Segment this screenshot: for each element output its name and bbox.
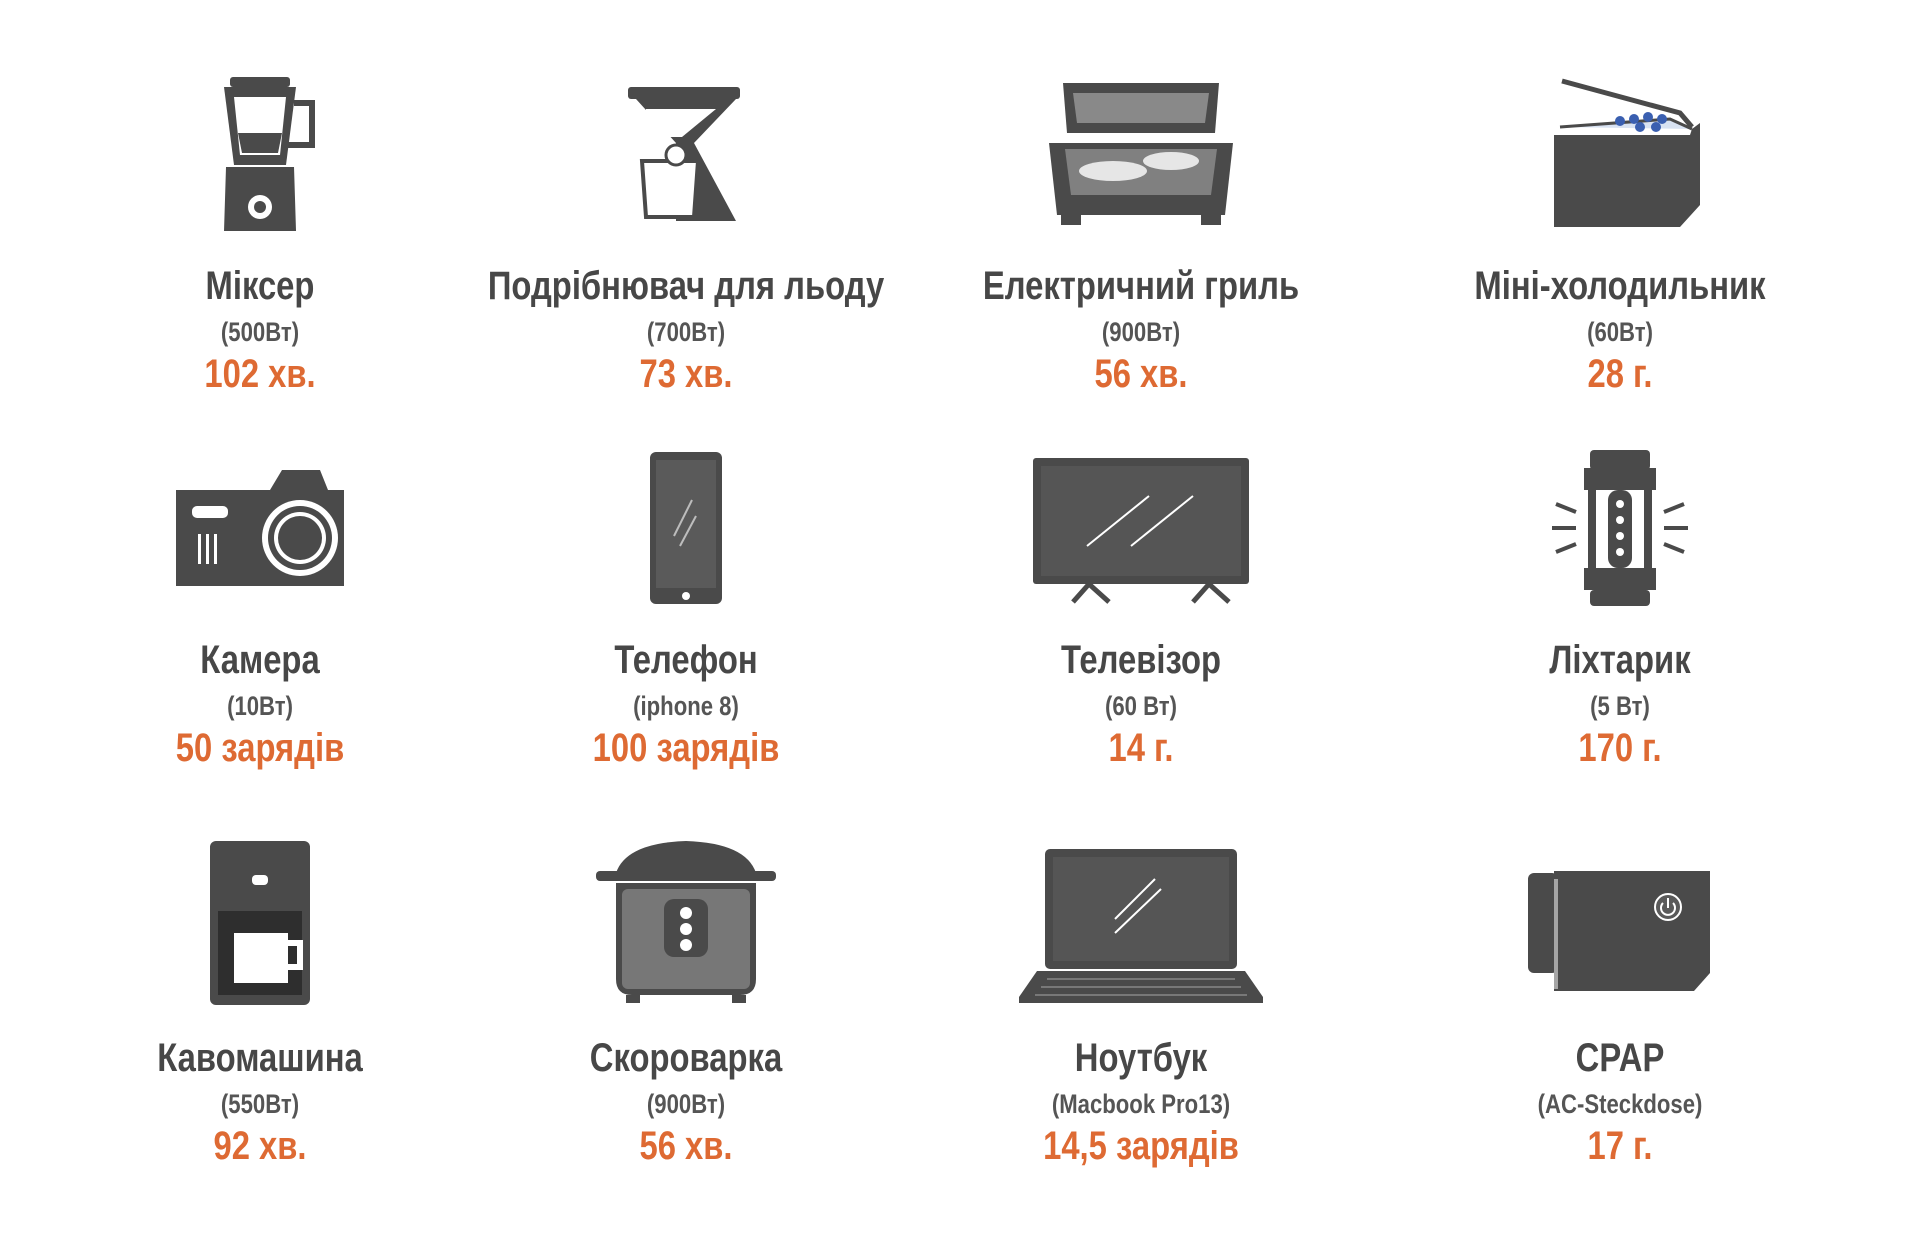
item-name: Камера <box>200 637 320 682</box>
item: Електричний гриль (900Вт)56 хв. <box>983 263 1299 396</box>
blender-icon <box>224 77 315 231</box>
phone-icon <box>650 452 722 604</box>
item-runtime: 56 хв. <box>1094 351 1187 396</box>
item-name: Міксер <box>206 263 315 308</box>
item-spec: (iphone 8) <box>633 692 739 722</box>
item-runtime: 100 зарядів <box>593 725 780 770</box>
item: Телевізор (60 Вт)14 г. <box>1061 637 1221 770</box>
item: Ноутбук (Macbook Pro13)14,5 зарядів <box>1043 1035 1239 1168</box>
item-name: Телевізор <box>1061 637 1221 682</box>
camera-icon <box>176 470 344 586</box>
item: Подрібнювач для льоду (700Вт)73 хв. <box>488 263 885 396</box>
tv-icon <box>1033 458 1249 604</box>
item-spec: (900Вт) <box>647 1090 725 1120</box>
item-runtime: 28 г. <box>1587 351 1652 396</box>
pressure-cooker-icon <box>596 841 776 1003</box>
mini-fridge-icon <box>1554 78 1700 227</box>
item-runtime: 73 хв. <box>639 351 732 396</box>
icons <box>176 77 1710 1005</box>
item-name: Ліхтарик <box>1549 637 1691 682</box>
item-runtime: 56 хв. <box>639 1123 732 1168</box>
item-spec: (AC-Steckdose) <box>1538 1090 1703 1120</box>
item-name: Електричний гриль <box>983 263 1299 308</box>
item-spec: (60 Вт) <box>1105 692 1177 722</box>
item-runtime: 170 г. <box>1578 725 1661 770</box>
laptop-icon <box>1019 849 1263 1003</box>
item-spec: (Macbook Pro13) <box>1052 1090 1230 1120</box>
item: Скороварка (900Вт)56 хв. <box>590 1035 783 1168</box>
item-spec: (60Вт) <box>1587 318 1653 348</box>
item-name: Телефон <box>614 637 757 682</box>
item-spec: (500Вт) <box>221 318 299 348</box>
item: CPAP (AC-Steckdose)17 г. <box>1538 1035 1703 1168</box>
item: Міксер (500Вт)102 хв. <box>204 263 315 396</box>
item-name: Міні-холодильник <box>1474 263 1766 308</box>
coffee-machine-icon <box>210 841 310 1005</box>
ice-crusher-icon <box>628 87 740 221</box>
item: Кавомашина (550Вт)92 хв. <box>157 1035 363 1168</box>
item-runtime: 14,5 зарядів <box>1043 1123 1239 1168</box>
item-spec: (550Вт) <box>221 1090 299 1120</box>
item-runtime: 17 г. <box>1587 1123 1652 1168</box>
item: Телефон (iphone 8)100 зарядів <box>593 637 780 770</box>
item-runtime: 14 г. <box>1108 725 1173 770</box>
cpap-icon <box>1528 871 1710 991</box>
item-spec: (900Вт) <box>1102 318 1180 348</box>
item-runtime: 102 хв. <box>204 351 315 396</box>
item: Міні-холодильник (60Вт)28 г. <box>1474 263 1766 396</box>
grill-icon <box>1049 83 1233 225</box>
item-runtime: 92 хв. <box>213 1123 306 1168</box>
item-name: Ноутбук <box>1075 1035 1208 1080</box>
item-name: CPAP <box>1576 1035 1665 1080</box>
item-name: Скороварка <box>590 1035 783 1080</box>
item-name: Кавомашина <box>157 1035 363 1080</box>
item-spec: (5 Вт) <box>1590 692 1650 722</box>
lantern-icon <box>1552 450 1688 606</box>
item-spec: (10Вт) <box>227 692 293 722</box>
item-name: Подрібнювач для льоду <box>488 263 885 308</box>
item-spec: (700Вт) <box>647 318 725 348</box>
labels: Міксер (500Вт)102 хв. Подрібнювач для льод… <box>157 263 1766 1168</box>
item-runtime: 50 зарядів <box>176 725 344 770</box>
item: Камера (10Вт)50 зарядів <box>176 637 344 770</box>
item: Ліхтарик (5 Вт)170 г. <box>1549 637 1691 770</box>
